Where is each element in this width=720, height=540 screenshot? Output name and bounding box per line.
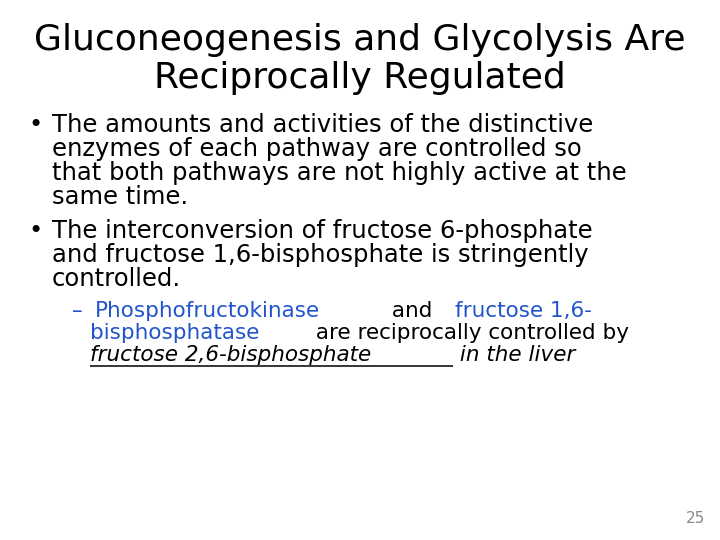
- Text: fructose 2,6-bisphosphate: fructose 2,6-bisphosphate: [90, 345, 372, 365]
- Text: same time.: same time.: [52, 185, 188, 209]
- Text: and fructose 1,6-bisphosphate is stringently: and fructose 1,6-bisphosphate is stringe…: [52, 243, 589, 267]
- Text: that both pathways are not highly active at the: that both pathways are not highly active…: [52, 161, 626, 185]
- Text: and: and: [385, 301, 439, 321]
- Text: The amounts and activities of the distinctive: The amounts and activities of the distin…: [52, 113, 593, 137]
- Text: 25: 25: [685, 511, 705, 526]
- Text: bisphosphatase: bisphosphatase: [90, 323, 259, 343]
- Text: controlled.: controlled.: [52, 267, 181, 291]
- Text: •: •: [28, 113, 42, 137]
- Text: Reciprocally Regulated: Reciprocally Regulated: [154, 61, 566, 95]
- Text: Phosphofructokinase: Phosphofructokinase: [94, 301, 320, 321]
- Text: Gluconeogenesis and Glycolysis Are: Gluconeogenesis and Glycolysis Are: [35, 23, 685, 57]
- Text: fructose 1,6-: fructose 1,6-: [455, 301, 592, 321]
- Text: –: –: [72, 301, 89, 321]
- Text: •: •: [28, 219, 42, 243]
- Text: are reciprocally controlled by: are reciprocally controlled by: [309, 323, 629, 343]
- Text: in the liver: in the liver: [453, 345, 575, 365]
- Text: enzymes of each pathway are controlled so: enzymes of each pathway are controlled s…: [52, 137, 582, 161]
- Text: The interconversion of fructose 6-phosphate: The interconversion of fructose 6-phosph…: [52, 219, 593, 243]
